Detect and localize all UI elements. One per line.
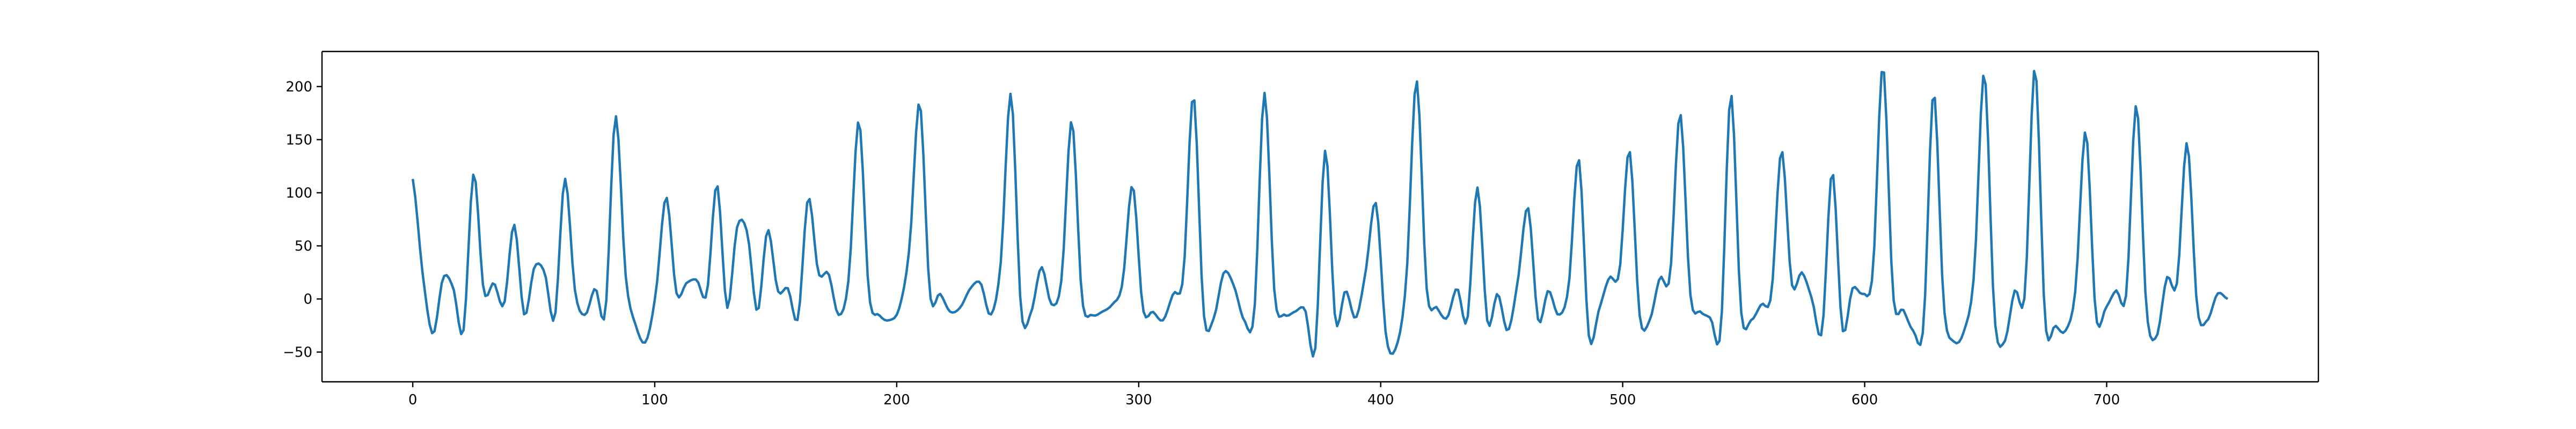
x-tick-label: 100 [641,392,668,408]
x-tick-label: 0 [408,392,418,408]
y-tick-label: 100 [286,185,312,201]
y-tick-label: 150 [286,132,312,148]
x-tick-label: 200 [883,392,910,408]
x-tick-label: 700 [2094,392,2120,408]
y-tick-label: 200 [286,79,312,95]
x-tick-label: 500 [1609,392,1636,408]
axes-layer: 0 100 200 300 400 500 600 700 −50 0 50 100 150 200 [283,50,2319,408]
x-tick-label: 300 [1125,392,1152,408]
series-line [411,70,2229,358]
y-tick-label: −50 [283,345,312,361]
x-tick-label: 400 [1367,392,1394,408]
y-tick-label: 0 [303,292,312,308]
x-tick-label: 600 [1851,392,1878,408]
series-layer [411,70,2229,358]
y-tick-label: 50 [295,238,312,254]
